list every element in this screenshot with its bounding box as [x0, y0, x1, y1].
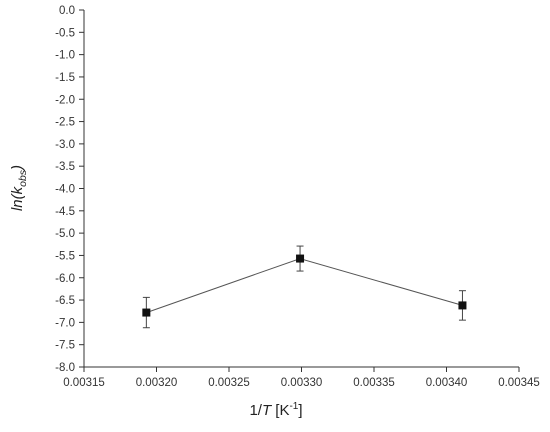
y-tick-label: -5.0 — [55, 228, 75, 240]
x-tick-label: 0.00315 — [63, 377, 105, 389]
series-group — [142, 245, 467, 329]
x-tick-label: 0.00335 — [353, 377, 395, 389]
y-tick-label: -1.5 — [55, 72, 75, 84]
series-line — [146, 258, 463, 314]
y-tick-label: -6.5 — [55, 295, 75, 307]
data-point — [458, 301, 467, 310]
x-tick-label: 0.00340 — [426, 377, 468, 389]
y-tick-label: -1.0 — [55, 50, 75, 62]
y-ticks: 0.0 -0.5 -1.0 -1.5 -2.0 -2.5 -3.0 -3.5 -4.0 -4.5 -… — [55, 5, 84, 374]
y-axis-title: ln(kobs) — [9, 165, 29, 211]
y-tick-label: -5.5 — [55, 250, 75, 262]
x-tick-label: 0.00345 — [498, 377, 540, 389]
y-tick-label: -7.5 — [55, 340, 75, 352]
x-axis-title: 1/T [K-1] — [249, 401, 302, 419]
x-ticks: 0.00315 0.00320 0.00325 0.00330 0.00335 0.003… — [63, 367, 540, 389]
y-tick-label: -7.0 — [55, 317, 75, 329]
x-tick-label: 0.00320 — [136, 377, 178, 389]
y-tick-label: -4.5 — [55, 206, 75, 218]
y-tick-label: -3.5 — [55, 161, 75, 173]
x-tick-label: 0.00325 — [208, 377, 250, 389]
data-point — [142, 308, 151, 317]
y-tick-label: -6.0 — [55, 273, 75, 285]
data-point — [296, 254, 305, 263]
y-tick-label: -3.0 — [55, 139, 75, 151]
y-tick-label: -4.0 — [55, 184, 75, 196]
y-tick-label: -2.0 — [55, 94, 75, 106]
x-tick-label: 0.00330 — [281, 377, 323, 389]
y-tick-label: -2.5 — [55, 117, 75, 129]
y-tick-label: -8.0 — [55, 362, 75, 374]
y-tick-label: -0.5 — [55, 27, 75, 39]
y-tick-label: 0.0 — [59, 5, 75, 17]
